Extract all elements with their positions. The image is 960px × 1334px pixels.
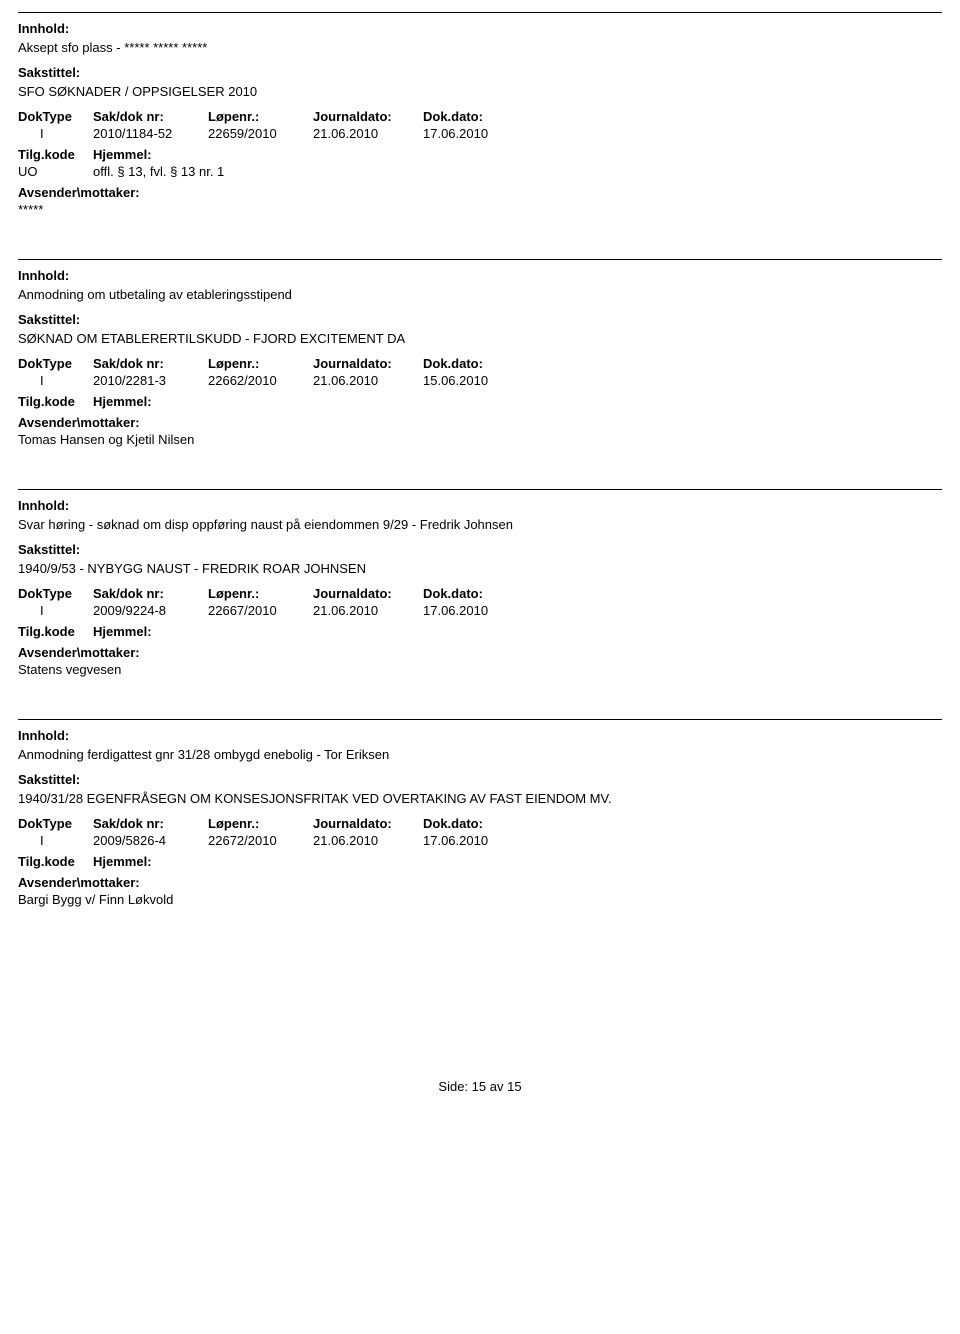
journaldato-header: Journaldato: — [313, 109, 423, 124]
columns-header: DokType Sak/dok nr: Løpenr.: Journaldato… — [18, 356, 942, 371]
doktype-value: I — [18, 603, 93, 618]
sakdok-header: Sak/dok nr: — [93, 109, 208, 124]
dokdato-header: Dok.dato: — [423, 356, 533, 371]
page-current: 15 — [472, 1079, 486, 1094]
dokdato-header: Dok.dato: — [423, 586, 533, 601]
journal-record: Innhold: Svar høring - søknad om disp op… — [18, 489, 942, 709]
columns-header: DokType Sak/dok nr: Løpenr.: Journaldato… — [18, 586, 942, 601]
columns-values: I 2009/9224-8 22667/2010 21.06.2010 17.0… — [18, 603, 942, 618]
hjemmel-label: Hjemmel: — [93, 147, 152, 162]
avsender-label: Avsender\mottaker: — [18, 645, 942, 660]
innhold-value: Aksept sfo plass - ***** ***** ***** — [18, 40, 942, 55]
dokdato-value: 15.06.2010 — [423, 373, 533, 388]
page-footer: Side: 15 av 15 — [18, 1079, 942, 1094]
record-divider — [18, 489, 942, 490]
tilgkode-label: Tilg.kode — [18, 854, 93, 869]
avsender-value: ***** — [18, 202, 942, 217]
lopenr-value: 22667/2010 — [208, 603, 313, 618]
avsender-value: Bargi Bygg v/ Finn Løkvold — [18, 892, 942, 907]
journaldato-header: Journaldato: — [313, 356, 423, 371]
tilgkode-value: UO — [18, 164, 93, 179]
journaldato-header: Journaldato: — [313, 586, 423, 601]
lopenr-value: 22672/2010 — [208, 833, 313, 848]
hjemmel-label: Hjemmel: — [93, 624, 152, 639]
hjemmel-label: Hjemmel: — [93, 854, 152, 869]
innhold-label: Innhold: — [18, 268, 942, 283]
innhold-value: Anmodning ferdigattest gnr 31/28 ombygd … — [18, 747, 942, 762]
lopenr-header: Løpenr.: — [208, 816, 313, 831]
lopenr-header: Løpenr.: — [208, 586, 313, 601]
doktype-value: I — [18, 833, 93, 848]
sakdok-value: 2009/9224-8 — [93, 603, 208, 618]
avsender-value: Statens vegvesen — [18, 662, 942, 677]
sakstittel-label: Sakstittel: — [18, 312, 942, 327]
sakstittel-label: Sakstittel: — [18, 542, 942, 557]
dokdato-value: 17.06.2010 — [423, 603, 533, 618]
sakdok-header: Sak/dok nr: — [93, 356, 208, 371]
sakstittel-value: SØKNAD OM ETABLERERTILSKUDD - FJORD EXCI… — [18, 331, 942, 346]
innhold-label: Innhold: — [18, 728, 942, 743]
journal-record: Innhold: Aksept sfo plass - ***** ***** … — [18, 12, 942, 249]
dokdato-value: 17.06.2010 — [423, 126, 533, 141]
sakstittel-label: Sakstittel: — [18, 65, 942, 80]
journaldato-value: 21.06.2010 — [313, 833, 423, 848]
columns-values: I 2009/5826-4 22672/2010 21.06.2010 17.0… — [18, 833, 942, 848]
journaldato-value: 21.06.2010 — [313, 126, 423, 141]
sakstittel-label: Sakstittel: — [18, 772, 942, 787]
columns-header: DokType Sak/dok nr: Løpenr.: Journaldato… — [18, 109, 942, 124]
record-divider — [18, 719, 942, 720]
avsender-label: Avsender\mottaker: — [18, 415, 942, 430]
avsender-label: Avsender\mottaker: — [18, 185, 942, 200]
journal-record: Innhold: Anmodning ferdigattest gnr 31/2… — [18, 719, 942, 939]
sakstittel-value: SFO SØKNADER / OPPSIGELSER 2010 — [18, 84, 942, 99]
columns-values: I 2010/2281-3 22662/2010 21.06.2010 15.0… — [18, 373, 942, 388]
sakdok-header: Sak/dok nr: — [93, 586, 208, 601]
doktype-value: I — [18, 373, 93, 388]
journaldato-value: 21.06.2010 — [313, 373, 423, 388]
doktype-value: I — [18, 126, 93, 141]
lopenr-value: 22662/2010 — [208, 373, 313, 388]
journaldato-header: Journaldato: — [313, 816, 423, 831]
hjemmel-label: Hjemmel: — [93, 394, 152, 409]
page-total: 15 — [507, 1079, 521, 1094]
innhold-label: Innhold: — [18, 21, 942, 36]
side-label: Side: — [438, 1079, 468, 1094]
record-divider — [18, 259, 942, 260]
lopenr-header: Løpenr.: — [208, 356, 313, 371]
hjemmel-value: offl. § 13, fvl. § 13 nr. 1 — [93, 164, 224, 179]
lopenr-header: Løpenr.: — [208, 109, 313, 124]
tilgkode-label: Tilg.kode — [18, 147, 93, 162]
sakdok-value: 2009/5826-4 — [93, 833, 208, 848]
sakstittel-value: 1940/31/28 EGENFRÅSEGN OM KONSESJONSFRIT… — [18, 791, 942, 806]
sakdok-value: 2010/2281-3 — [93, 373, 208, 388]
lopenr-value: 22659/2010 — [208, 126, 313, 141]
sakdok-header: Sak/dok nr: — [93, 816, 208, 831]
records-container: Innhold: Aksept sfo plass - ***** ***** … — [18, 12, 942, 939]
tilgkode-label: Tilg.kode — [18, 394, 93, 409]
innhold-label: Innhold: — [18, 498, 942, 513]
sakstittel-value: 1940/9/53 - NYBYGG NAUST - FREDRIK ROAR … — [18, 561, 942, 576]
innhold-value: Anmodning om utbetaling av etableringsst… — [18, 287, 942, 302]
columns-header: DokType Sak/dok nr: Løpenr.: Journaldato… — [18, 816, 942, 831]
page-sep: av — [490, 1079, 504, 1094]
sakdok-value: 2010/1184-52 — [93, 126, 208, 141]
tilgkode-label: Tilg.kode — [18, 624, 93, 639]
doktype-header: DokType — [18, 586, 93, 601]
doktype-header: DokType — [18, 816, 93, 831]
avsender-label: Avsender\mottaker: — [18, 875, 942, 890]
dokdato-value: 17.06.2010 — [423, 833, 533, 848]
journal-record: Innhold: Anmodning om utbetaling av etab… — [18, 259, 942, 479]
innhold-value: Svar høring - søknad om disp oppføring n… — [18, 517, 942, 532]
columns-values: I 2010/1184-52 22659/2010 21.06.2010 17.… — [18, 126, 942, 141]
avsender-value: Tomas Hansen og Kjetil Nilsen — [18, 432, 942, 447]
doktype-header: DokType — [18, 109, 93, 124]
record-divider — [18, 12, 942, 13]
journaldato-value: 21.06.2010 — [313, 603, 423, 618]
doktype-header: DokType — [18, 356, 93, 371]
dokdato-header: Dok.dato: — [423, 109, 533, 124]
dokdato-header: Dok.dato: — [423, 816, 533, 831]
